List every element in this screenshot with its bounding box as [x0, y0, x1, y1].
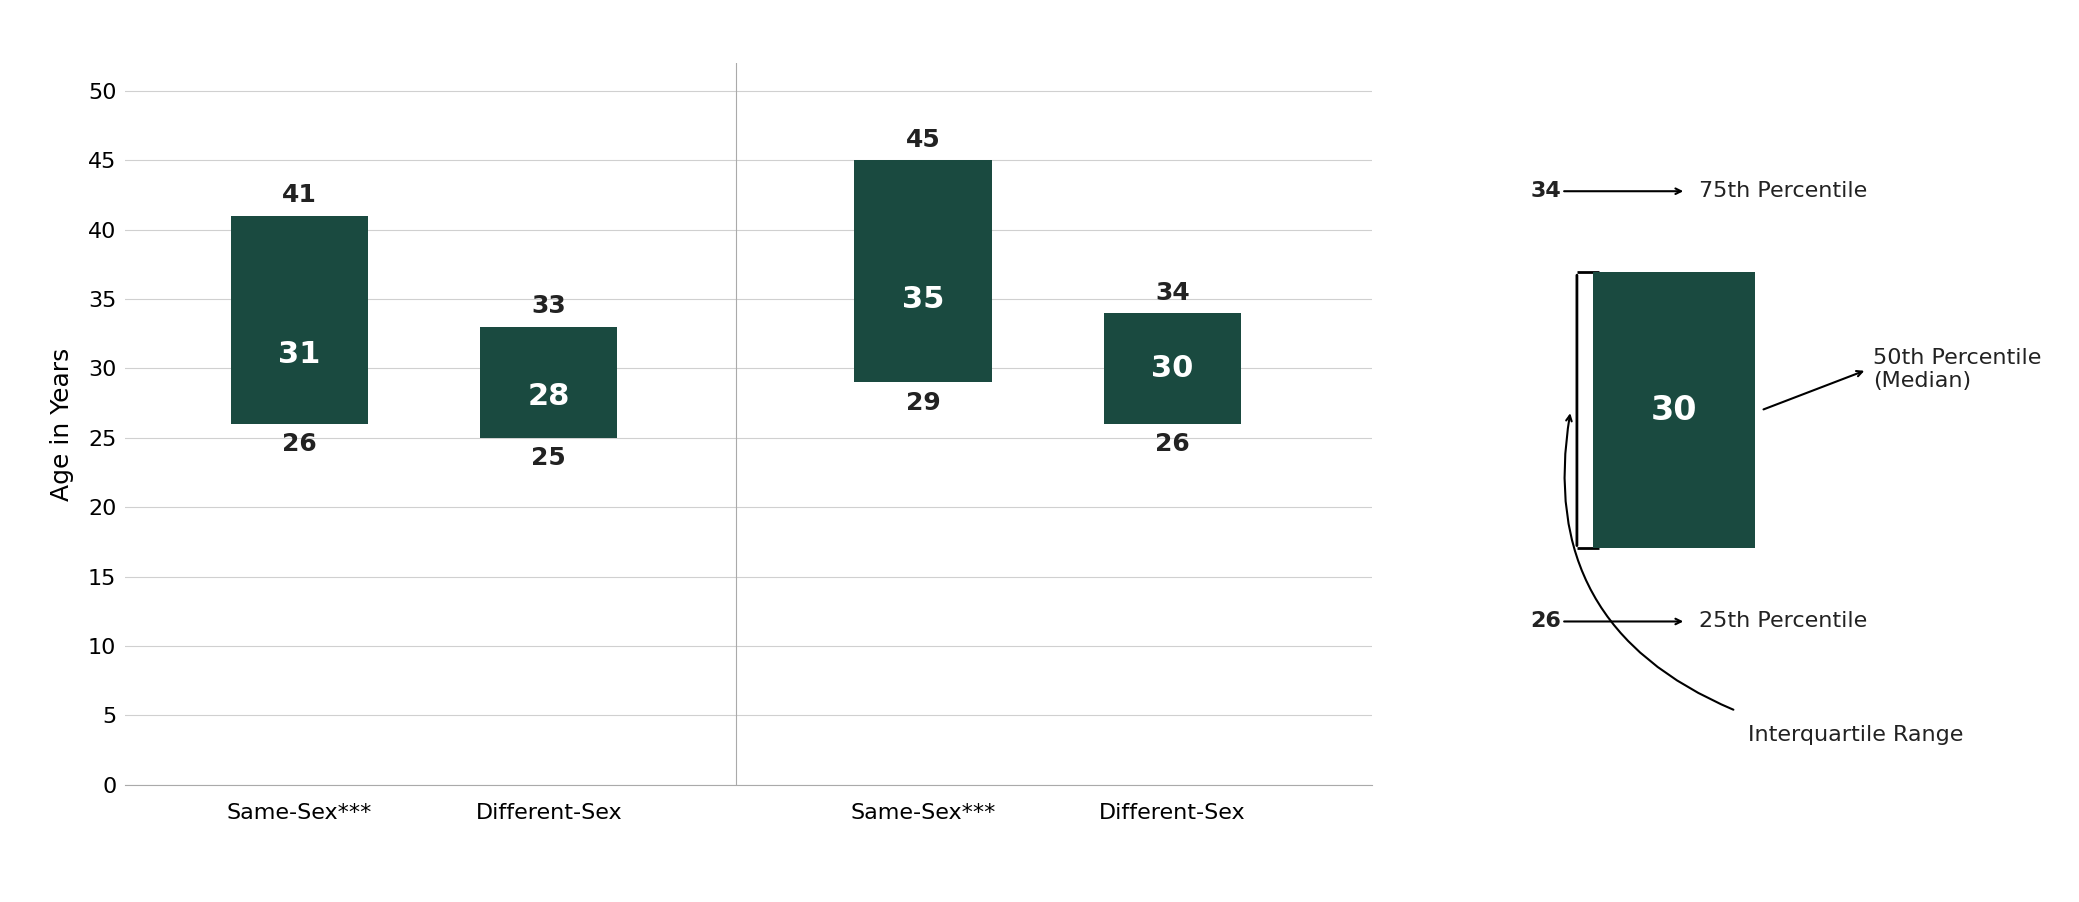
Text: Interquartile Range: Interquartile Range	[1748, 725, 1965, 745]
Text: 29: 29	[906, 391, 940, 415]
Text: 75th Percentile: 75th Percentile	[1699, 181, 1867, 201]
Text: 34: 34	[1156, 281, 1189, 305]
Bar	[1104, 313, 1241, 424]
Text: 41: 41	[283, 183, 316, 207]
Bar	[854, 161, 992, 382]
Y-axis label: Age in Years: Age in Years	[50, 347, 75, 501]
Text: 26: 26	[283, 432, 316, 456]
Text: 25: 25	[532, 446, 565, 470]
Text: 26: 26	[1156, 432, 1189, 456]
Text: 34: 34	[1530, 181, 1561, 201]
Text: 45: 45	[906, 128, 940, 152]
Text: 26: 26	[1530, 612, 1561, 631]
Text: 28: 28	[528, 382, 570, 410]
Bar	[231, 216, 368, 424]
Text: 30: 30	[1152, 354, 1193, 383]
Text: 35: 35	[902, 284, 944, 314]
Text: 30: 30	[1651, 394, 1696, 427]
Text: 31: 31	[279, 340, 320, 369]
Bar	[1593, 272, 1755, 548]
Bar	[480, 327, 617, 437]
Text: 50th Percentile
(Median): 50th Percentile (Median)	[1873, 348, 2042, 391]
Text: 25th Percentile: 25th Percentile	[1699, 612, 1867, 631]
Text: 33: 33	[532, 294, 565, 318]
